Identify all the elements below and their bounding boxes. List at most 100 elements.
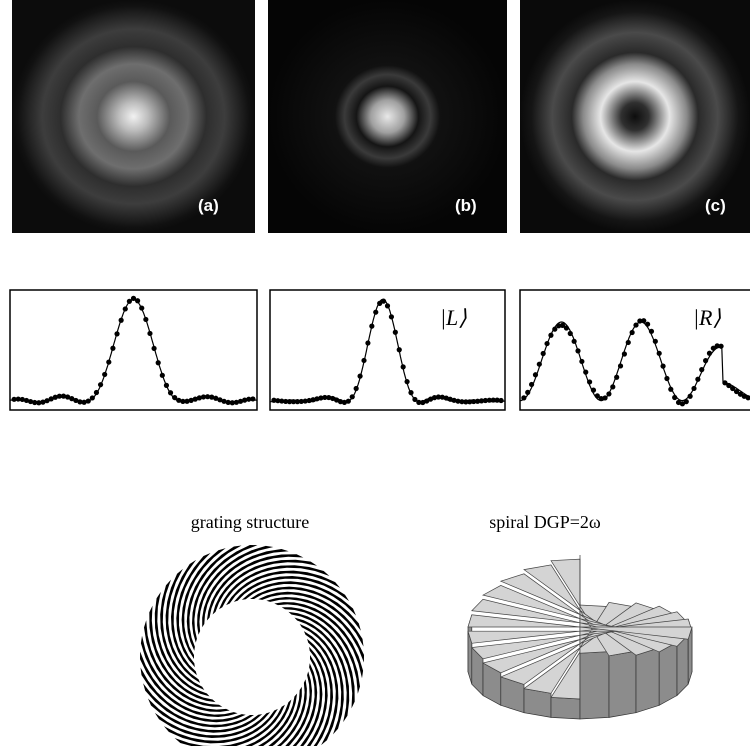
grating-stripe bbox=[160, 579, 205, 690]
measured-point bbox=[706, 350, 713, 356]
measured-point bbox=[637, 318, 643, 324]
measured-point bbox=[44, 398, 50, 404]
measured-point bbox=[380, 298, 387, 304]
measured-point bbox=[361, 357, 367, 364]
grating-stripe bbox=[292, 663, 318, 746]
plot-frame bbox=[519, 289, 750, 411]
measured-point bbox=[122, 306, 128, 312]
measured-point bbox=[369, 323, 375, 329]
measured-point bbox=[147, 330, 153, 337]
measured-point bbox=[521, 395, 527, 401]
measured-point bbox=[357, 373, 363, 379]
measured-point bbox=[102, 371, 108, 378]
grating-stripe bbox=[163, 708, 278, 744]
measured-point bbox=[641, 318, 647, 324]
measured-point bbox=[737, 391, 744, 397]
measured-point bbox=[529, 381, 535, 388]
measured-point bbox=[326, 394, 332, 401]
grating-stripe bbox=[285, 671, 312, 746]
measured-point bbox=[233, 399, 240, 405]
measured-point bbox=[726, 382, 732, 389]
measured-point bbox=[306, 397, 312, 404]
step-top bbox=[471, 598, 581, 624]
measured-point bbox=[384, 303, 391, 309]
measured-point bbox=[494, 397, 500, 403]
measured-point bbox=[106, 359, 112, 365]
measured-point bbox=[373, 309, 379, 315]
measured-point bbox=[556, 323, 562, 329]
measured-point bbox=[69, 396, 75, 402]
state-label: |L⟩ bbox=[440, 305, 467, 330]
measured-point bbox=[648, 328, 655, 334]
measured-point bbox=[32, 399, 38, 406]
measured-point bbox=[60, 393, 67, 399]
step-top bbox=[523, 564, 581, 611]
measured-point bbox=[221, 398, 227, 404]
measured-point bbox=[532, 372, 539, 378]
grating-stripe bbox=[299, 624, 344, 735]
measured-point bbox=[563, 325, 570, 331]
measured-point bbox=[745, 395, 750, 401]
step-side bbox=[658, 641, 678, 706]
measured-point bbox=[310, 397, 316, 403]
measured-point bbox=[621, 351, 628, 357]
measured-point bbox=[81, 399, 87, 405]
measured-point bbox=[196, 395, 202, 401]
profiles: |L⟩ |R⟩ bbox=[9, 289, 750, 411]
measured-point bbox=[718, 343, 724, 349]
measured-point bbox=[672, 394, 678, 401]
measured-point bbox=[298, 398, 304, 405]
measured-point bbox=[155, 360, 161, 366]
measured-point bbox=[695, 376, 701, 382]
measured-point bbox=[341, 399, 348, 406]
measured-point bbox=[439, 394, 445, 400]
grating-stripe bbox=[186, 545, 242, 651]
measured-point bbox=[143, 316, 149, 323]
image-a bbox=[12, 0, 255, 233]
measured-point bbox=[377, 300, 383, 306]
measured-point bbox=[290, 399, 297, 405]
theory-curve bbox=[519, 321, 750, 402]
measured-point bbox=[498, 397, 504, 404]
measured-point bbox=[159, 372, 165, 378]
measured-point bbox=[302, 398, 308, 404]
caption: grating structure bbox=[191, 512, 309, 532]
state-label: |R⟩ bbox=[693, 305, 721, 330]
grating-stripe bbox=[268, 686, 302, 746]
measured-point bbox=[559, 322, 566, 328]
measured-point bbox=[333, 397, 340, 403]
grating-stripe bbox=[140, 667, 246, 723]
measured-point bbox=[163, 382, 170, 388]
measured-point bbox=[424, 398, 430, 404]
measured-point bbox=[40, 399, 46, 405]
measured-point bbox=[408, 390, 414, 396]
measured-point bbox=[633, 322, 639, 328]
step-top bbox=[467, 630, 581, 644]
step-side bbox=[635, 647, 660, 714]
measured-point bbox=[416, 399, 422, 406]
measured-point bbox=[443, 395, 449, 401]
measured-point bbox=[587, 379, 593, 385]
plot-frame bbox=[9, 289, 258, 411]
grating bbox=[140, 545, 364, 746]
measured-point bbox=[172, 394, 178, 401]
measured-point bbox=[412, 396, 418, 403]
measured-point bbox=[23, 397, 30, 404]
step-top bbox=[499, 643, 581, 685]
measured-point bbox=[733, 388, 740, 395]
measured-point bbox=[89, 395, 95, 401]
step-side bbox=[550, 697, 581, 720]
measured-point bbox=[77, 399, 83, 405]
measured-point bbox=[664, 375, 670, 382]
measured-point bbox=[48, 396, 54, 402]
grating-stripe bbox=[303, 631, 339, 746]
grating-stripe bbox=[233, 576, 350, 602]
measured-point bbox=[167, 390, 174, 396]
measured-point bbox=[722, 380, 728, 386]
measured-point bbox=[478, 398, 485, 404]
image-b bbox=[268, 0, 507, 233]
panel-label: (a) bbox=[198, 196, 219, 215]
measured-point bbox=[668, 386, 674, 392]
measured-point bbox=[229, 400, 235, 406]
